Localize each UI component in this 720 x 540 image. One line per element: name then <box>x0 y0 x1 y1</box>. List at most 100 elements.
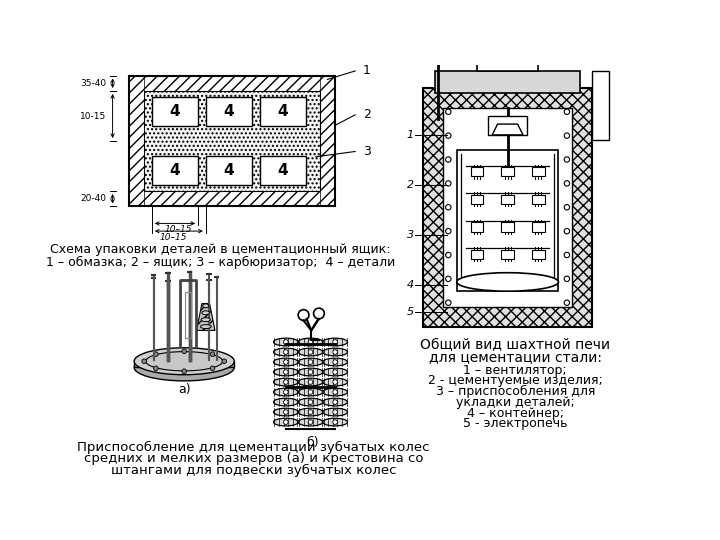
Ellipse shape <box>298 338 323 346</box>
Text: 10-15: 10-15 <box>80 111 107 120</box>
Circle shape <box>210 352 215 356</box>
Bar <box>144 91 320 191</box>
Ellipse shape <box>298 348 323 356</box>
Circle shape <box>284 370 288 374</box>
Circle shape <box>308 360 312 365</box>
Bar <box>501 222 514 232</box>
Bar <box>477 36 539 71</box>
Bar <box>532 167 544 177</box>
Ellipse shape <box>298 378 323 386</box>
Bar <box>532 195 544 204</box>
Ellipse shape <box>298 358 323 366</box>
Bar <box>471 167 483 177</box>
Text: а): а) <box>178 383 191 396</box>
Ellipse shape <box>274 418 298 426</box>
Ellipse shape <box>298 408 323 416</box>
Bar <box>488 116 527 135</box>
Circle shape <box>446 228 451 234</box>
Text: 4 – контейнер;: 4 – контейнер; <box>467 407 564 420</box>
Ellipse shape <box>323 348 348 356</box>
Circle shape <box>284 360 288 365</box>
Bar <box>501 195 514 204</box>
Bar <box>532 250 544 259</box>
Ellipse shape <box>274 378 298 386</box>
Circle shape <box>564 157 570 162</box>
Ellipse shape <box>323 368 348 376</box>
Text: 10–15: 10–15 <box>165 225 192 234</box>
Bar <box>501 167 514 177</box>
Ellipse shape <box>201 318 210 322</box>
Text: 1 – обмазка; 2 – ящик; 3 – карбюризатор;  4 – детали: 1 – обмазка; 2 – ящик; 3 – карбюризатор;… <box>46 256 395 269</box>
Ellipse shape <box>274 408 298 416</box>
Circle shape <box>564 252 570 258</box>
Text: 10–15: 10–15 <box>160 233 187 242</box>
Ellipse shape <box>323 338 348 346</box>
Ellipse shape <box>323 398 348 406</box>
Bar <box>471 222 483 232</box>
Circle shape <box>314 308 324 319</box>
Bar <box>129 191 335 206</box>
Ellipse shape <box>274 368 298 376</box>
Text: 1: 1 <box>363 64 371 77</box>
Circle shape <box>564 181 570 186</box>
Bar <box>435 71 580 92</box>
Text: 2: 2 <box>363 109 371 122</box>
Circle shape <box>446 300 451 306</box>
Circle shape <box>333 390 338 394</box>
Circle shape <box>564 276 570 281</box>
Ellipse shape <box>323 388 348 396</box>
Text: 5 - электропечь: 5 - электропечь <box>463 417 567 430</box>
Ellipse shape <box>274 398 298 406</box>
Text: 2 - цементуемые изделия;: 2 - цементуемые изделия; <box>428 374 603 387</box>
Text: 1: 1 <box>407 130 414 140</box>
Bar <box>532 222 544 232</box>
Ellipse shape <box>298 418 323 426</box>
Ellipse shape <box>203 304 209 308</box>
Text: 3: 3 <box>407 230 414 240</box>
Bar <box>206 156 252 185</box>
Text: штангами для подвески зубчатых колес: штангами для подвески зубчатых колес <box>111 464 396 477</box>
Circle shape <box>333 400 338 404</box>
Bar <box>206 97 252 126</box>
Text: для цементации стали:: для цементации стали: <box>429 350 602 365</box>
Circle shape <box>182 349 186 354</box>
Text: 4: 4 <box>170 163 180 178</box>
Ellipse shape <box>274 358 298 366</box>
Circle shape <box>446 133 451 138</box>
Circle shape <box>446 109 451 114</box>
Polygon shape <box>197 303 215 330</box>
Text: Общий вид шахтной печи: Общий вид шахтной печи <box>420 338 611 352</box>
Circle shape <box>284 390 288 394</box>
Ellipse shape <box>456 273 559 291</box>
Circle shape <box>446 181 451 186</box>
Bar <box>152 156 198 185</box>
Circle shape <box>298 309 309 320</box>
Text: 1 – вентилятор;: 1 – вентилятор; <box>464 363 567 376</box>
Ellipse shape <box>274 338 298 346</box>
Bar <box>129 76 144 206</box>
Circle shape <box>284 410 288 414</box>
Circle shape <box>308 410 312 414</box>
Circle shape <box>564 205 570 210</box>
Circle shape <box>333 410 338 414</box>
Circle shape <box>308 420 312 424</box>
Bar <box>134 361 234 367</box>
Text: 3 – приспособления для: 3 – приспособления для <box>436 385 595 398</box>
Text: 4: 4 <box>407 280 414 290</box>
Bar <box>129 76 335 91</box>
Circle shape <box>182 369 186 374</box>
Ellipse shape <box>200 325 211 328</box>
Circle shape <box>446 157 451 162</box>
Circle shape <box>308 390 312 394</box>
Text: укладки деталей;: укладки деталей; <box>456 396 575 409</box>
Circle shape <box>333 380 338 384</box>
Bar <box>152 97 198 126</box>
Circle shape <box>142 359 146 363</box>
Circle shape <box>333 370 338 374</box>
Circle shape <box>153 352 158 356</box>
Bar <box>471 250 483 259</box>
Circle shape <box>564 109 570 114</box>
Text: Приспособление для цементации зубчатых колес: Приспособление для цементации зубчатых к… <box>77 441 430 454</box>
Bar <box>501 250 514 259</box>
Ellipse shape <box>323 358 348 366</box>
